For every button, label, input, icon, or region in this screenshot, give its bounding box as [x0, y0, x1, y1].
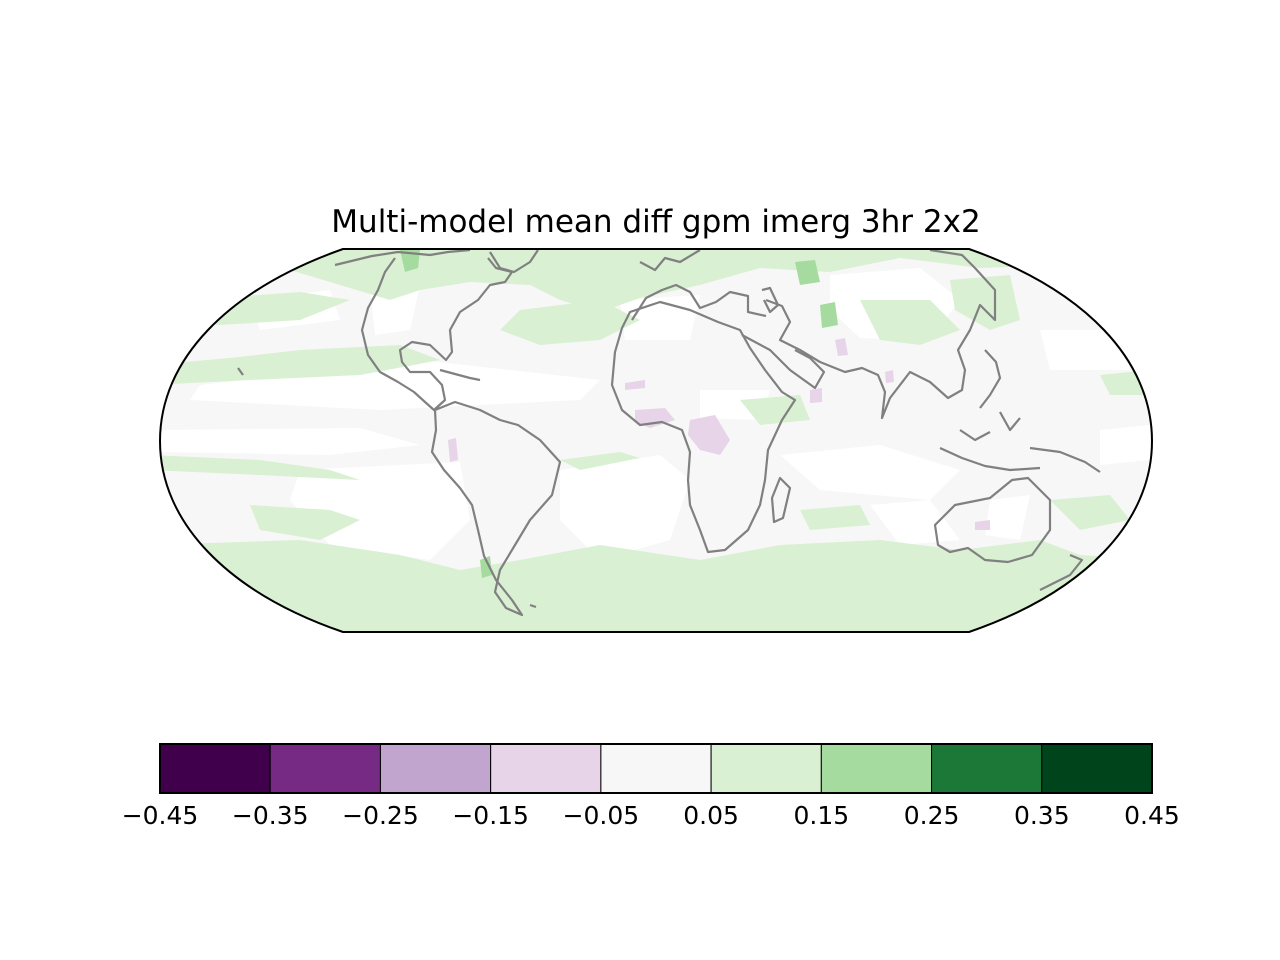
colorbar-tick-label: −0.25: [342, 801, 419, 830]
coastline-europe: [631, 249, 767, 321]
colorbar-cell: [600, 743, 712, 794]
contour-positive-0.15-0.25: [400, 250, 838, 578]
coastline-north-america: [334, 249, 514, 412]
colorbar-tick-label: 0.15: [793, 801, 849, 830]
coastline-indonesia: [939, 411, 1101, 473]
colorbar-cell: [1041, 743, 1153, 794]
colorbar-cell: [710, 743, 822, 794]
map-title: Multi-model mean diff gpm imerg 3hr 2x2: [331, 204, 980, 240]
map-frame: [158, 248, 1154, 633]
coastline-africa: [610, 300, 797, 554]
colorbar-cell: [159, 743, 271, 794]
colorbar-ticks: −0.45 −0.35 −0.25 −0.15 −0.05 0.05 0.15 0.25 0.3…: [122, 801, 1180, 830]
coastline-japan: [979, 349, 1002, 409]
colorbar-tick-label: −0.05: [563, 801, 640, 830]
coastline-australia: [933, 476, 1052, 564]
coastline-new-zealand: [1039, 553, 1084, 591]
coastline-arabia: [741, 334, 826, 390]
coastline-caspian: [761, 286, 780, 314]
colorbar-tick-label: 0.45: [1124, 801, 1180, 830]
colorbar-cell: [379, 743, 492, 794]
colorbar-cell: [490, 743, 602, 794]
contour-field: [160, 249, 1152, 632]
coastline-cuba: [439, 368, 481, 382]
colorbar-cell: [931, 743, 1043, 794]
coastline-greenland: [489, 249, 539, 274]
coastline-hawaii: [237, 367, 244, 376]
coastline-asia: [765, 249, 997, 420]
colorbar-tick-label: 0.25: [904, 801, 960, 830]
colorbar-tick-label: 0.35: [1014, 801, 1070, 830]
colorbar-frame: [159, 743, 1153, 794]
coastline-south-america: [430, 400, 562, 617]
coastlines: [237, 249, 1101, 617]
colorbar: −0.45 −0.35 −0.25 −0.15 −0.05 0.05 0.15 0.25 0.3…: [122, 743, 1180, 830]
colorbar-tick-label: −0.45: [122, 801, 199, 830]
map-panel: [158, 248, 1154, 633]
colorbar-tick-label: −0.15: [452, 801, 529, 830]
colorbar-cells: [159, 743, 1153, 794]
colorbar-cell: [820, 743, 933, 794]
coastline-madagascar: [770, 476, 792, 524]
colorbar-tick-label: 0.05: [683, 801, 739, 830]
colorbar-cell: [269, 743, 381, 794]
colorbar-tick-label: −0.35: [232, 801, 309, 830]
coastline-falklands: [529, 603, 537, 609]
